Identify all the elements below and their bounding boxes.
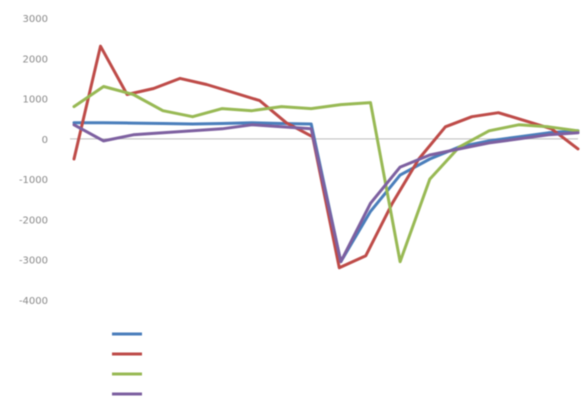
y-tick-label: 0 bbox=[42, 135, 48, 146]
y-tick-label: 3000 bbox=[23, 14, 48, 25]
y-tick-label: -4000 bbox=[19, 296, 48, 307]
series-line-2 bbox=[72, 44, 580, 270]
y-tick-label: -2000 bbox=[19, 215, 48, 226]
y-tick-label: 1000 bbox=[23, 95, 48, 106]
y-tick-label: -3000 bbox=[19, 256, 48, 267]
series-line-3 bbox=[72, 85, 580, 264]
y-tick-label: -1000 bbox=[19, 175, 48, 186]
series-line-4 bbox=[72, 123, 580, 264]
y-tick-label: 2000 bbox=[23, 54, 48, 65]
